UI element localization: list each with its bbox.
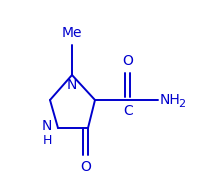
Text: N: N [42, 119, 52, 133]
Text: C: C [123, 104, 133, 118]
Text: O: O [123, 54, 134, 68]
Text: Me: Me [62, 26, 82, 40]
Text: NH: NH [160, 93, 181, 107]
Text: N: N [67, 78, 77, 92]
Text: 2: 2 [178, 99, 185, 109]
Text: H: H [43, 134, 52, 147]
Text: O: O [81, 160, 91, 174]
